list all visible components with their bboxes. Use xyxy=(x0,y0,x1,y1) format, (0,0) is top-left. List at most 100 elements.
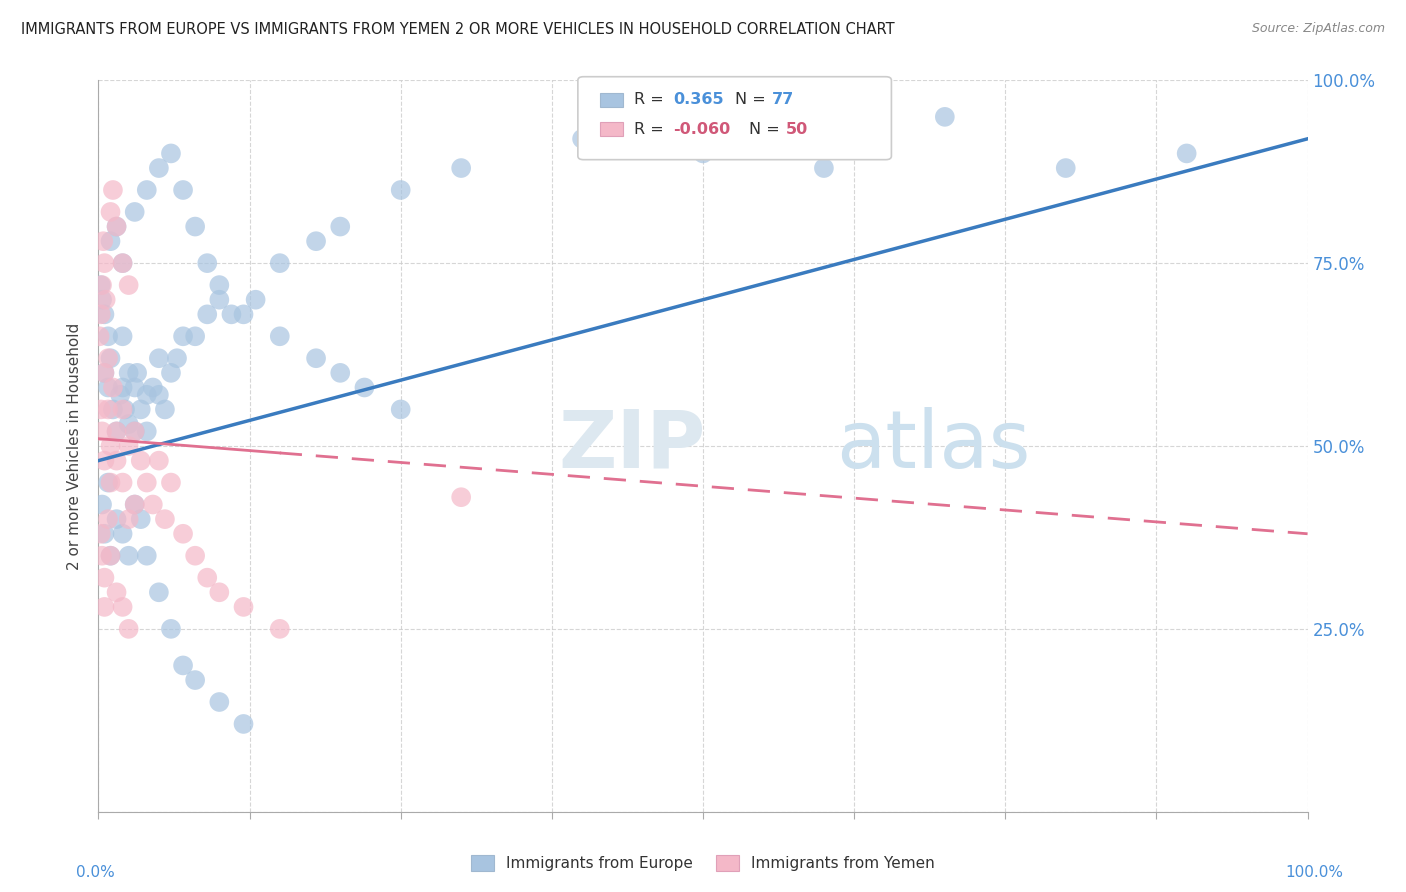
Text: 77: 77 xyxy=(772,93,794,107)
Point xyxy=(111,526,134,541)
Point xyxy=(114,402,136,417)
Point xyxy=(353,380,375,394)
Point xyxy=(118,512,141,526)
Point xyxy=(135,183,157,197)
Point xyxy=(118,417,141,431)
Point xyxy=(91,234,114,248)
Point xyxy=(97,512,120,526)
Point xyxy=(160,146,183,161)
Point xyxy=(124,425,146,439)
Point xyxy=(160,366,183,380)
Point xyxy=(124,380,146,394)
Point xyxy=(111,329,134,343)
Point xyxy=(934,110,956,124)
Point xyxy=(91,278,114,293)
Point xyxy=(97,329,120,343)
Point xyxy=(97,351,120,366)
Point xyxy=(91,498,114,512)
Point xyxy=(135,388,157,402)
Point xyxy=(101,380,124,394)
Text: 100.0%: 100.0% xyxy=(1285,865,1344,880)
Point xyxy=(305,351,328,366)
Point xyxy=(232,307,254,321)
Point xyxy=(208,585,231,599)
Point xyxy=(105,425,128,439)
Point xyxy=(232,599,254,614)
Point xyxy=(100,351,122,366)
Point xyxy=(111,380,134,394)
Point xyxy=(208,695,231,709)
Point xyxy=(389,402,412,417)
Point xyxy=(571,132,593,146)
Point xyxy=(232,717,254,731)
Point xyxy=(153,512,176,526)
Point xyxy=(90,278,112,293)
Point xyxy=(93,526,115,541)
Point xyxy=(111,475,134,490)
Point xyxy=(1054,161,1077,175)
Point xyxy=(108,388,131,402)
Point xyxy=(135,425,157,439)
Text: -0.060: -0.060 xyxy=(673,122,731,136)
Point xyxy=(142,380,165,394)
Text: 0.365: 0.365 xyxy=(673,93,724,107)
Point xyxy=(93,599,115,614)
Point xyxy=(329,366,352,380)
Point xyxy=(160,622,183,636)
Point xyxy=(184,219,207,234)
Point xyxy=(148,585,170,599)
Point xyxy=(97,380,120,394)
Point xyxy=(101,183,124,197)
Point xyxy=(813,161,835,175)
Point xyxy=(93,307,115,321)
Point xyxy=(269,622,291,636)
Point xyxy=(118,366,141,380)
Text: atlas: atlas xyxy=(837,407,1031,485)
Point xyxy=(94,293,117,307)
Point xyxy=(105,585,128,599)
Point xyxy=(118,278,141,293)
Point xyxy=(91,425,114,439)
Point xyxy=(105,453,128,467)
Text: 0.0%: 0.0% xyxy=(76,865,115,880)
Point xyxy=(184,673,207,687)
Point xyxy=(124,498,146,512)
Point xyxy=(124,205,146,219)
Point xyxy=(172,183,194,197)
Point xyxy=(208,293,231,307)
Point xyxy=(450,490,472,504)
Point xyxy=(184,329,207,343)
Point xyxy=(129,402,152,417)
Point xyxy=(166,351,188,366)
Text: R =: R = xyxy=(634,93,669,107)
Point xyxy=(111,402,134,417)
Text: Source: ZipAtlas.com: Source: ZipAtlas.com xyxy=(1251,22,1385,36)
Point xyxy=(100,549,122,563)
Point xyxy=(135,475,157,490)
Point xyxy=(195,256,218,270)
Point xyxy=(118,622,141,636)
Point xyxy=(105,425,128,439)
Point xyxy=(90,307,112,321)
Point xyxy=(195,307,218,321)
Text: ZIP: ZIP xyxy=(558,407,706,485)
Point xyxy=(135,549,157,563)
Point xyxy=(160,475,183,490)
Point xyxy=(100,549,122,563)
Point xyxy=(124,425,146,439)
Point xyxy=(692,146,714,161)
Point xyxy=(93,256,115,270)
Point xyxy=(305,234,328,248)
Text: IMMIGRANTS FROM EUROPE VS IMMIGRANTS FROM YEMEN 2 OR MORE VEHICLES IN HOUSEHOLD : IMMIGRANTS FROM EUROPE VS IMMIGRANTS FRO… xyxy=(21,22,894,37)
Point xyxy=(105,219,128,234)
Point xyxy=(269,329,291,343)
Point xyxy=(245,293,267,307)
Point xyxy=(129,512,152,526)
Point xyxy=(105,219,128,234)
Point xyxy=(118,549,141,563)
Point xyxy=(90,402,112,417)
Point xyxy=(195,571,218,585)
Y-axis label: 2 or more Vehicles in Household: 2 or more Vehicles in Household xyxy=(67,322,83,570)
Point xyxy=(118,439,141,453)
Point xyxy=(90,526,112,541)
